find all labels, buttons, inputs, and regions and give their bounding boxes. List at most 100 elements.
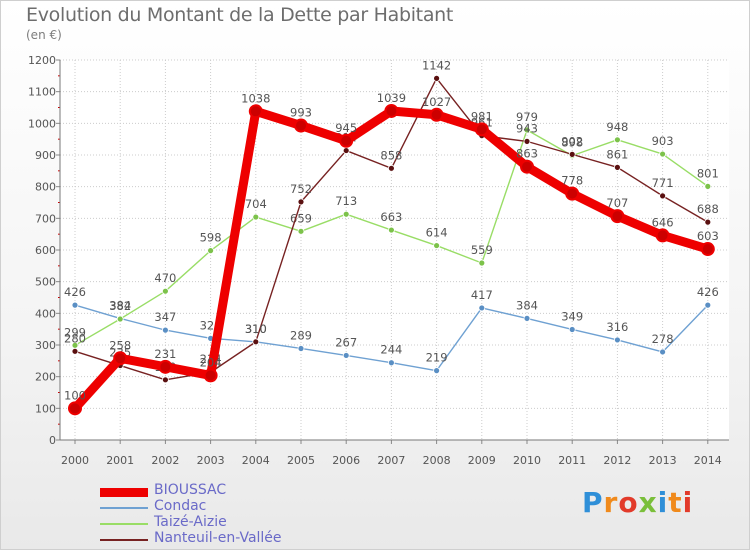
x-tick-label: 2011 (558, 454, 586, 467)
data-label: 426 (697, 285, 719, 299)
data-label: 614 (426, 226, 448, 240)
data-point (478, 304, 486, 312)
data-point (297, 345, 305, 352)
legend-label: Condac (154, 498, 207, 514)
data-point (433, 74, 441, 82)
data-label: 426 (64, 285, 86, 299)
data-point (523, 137, 531, 145)
data-label: 219 (426, 351, 448, 365)
data-label: 771 (652, 176, 674, 190)
data-label: 646 (652, 215, 674, 229)
y-tick-label: 1000 (28, 117, 56, 130)
data-point (387, 226, 395, 234)
x-tick-label: 2003 (197, 454, 225, 467)
legend-swatch (100, 507, 148, 509)
data-point (203, 368, 218, 383)
data-point (113, 351, 128, 366)
data-point (433, 367, 441, 375)
y-tick-label: 500 (35, 276, 56, 289)
y-tick-label: 400 (35, 307, 56, 320)
data-label: 979 (516, 110, 538, 124)
data-label: 559 (471, 243, 493, 257)
data-point (565, 186, 580, 201)
data-label: 384 (516, 298, 538, 312)
x-tick-label: 2000 (61, 454, 89, 467)
x-tick-label: 2001 (106, 454, 134, 467)
data-point (207, 247, 215, 255)
data-label: 752 (290, 182, 312, 196)
y-tick-label: 700 (35, 212, 56, 225)
data-label: 704 (245, 197, 267, 211)
data-label: 1038 (241, 91, 270, 105)
data-label: 898 (561, 136, 583, 150)
x-tick-label: 2002 (151, 454, 179, 467)
data-label: 299 (64, 325, 86, 339)
data-label: 603 (697, 229, 719, 243)
data-point (614, 163, 621, 171)
data-point (700, 242, 715, 257)
data-point (704, 218, 712, 226)
data-label: 688 (697, 202, 719, 216)
data-label: 903 (652, 134, 674, 148)
data-label: 713 (335, 194, 357, 208)
data-point (387, 359, 395, 367)
data-label: 280 (64, 331, 86, 345)
y-tick-label: 300 (35, 339, 56, 352)
data-label: 598 (200, 231, 222, 245)
data-point (659, 150, 666, 158)
data-point (568, 326, 576, 333)
y-tick-label: 100 (35, 402, 56, 415)
data-point (342, 210, 350, 218)
data-label: 244 (380, 343, 402, 357)
data-point (614, 136, 621, 144)
series-taiz-aizie: 299 382 470 598 704 659 713 663 614 559 979 898 948 9… (64, 110, 719, 349)
data-point (474, 122, 489, 137)
data-label: 858 (380, 148, 402, 162)
data-point (433, 242, 441, 249)
data-point (659, 192, 666, 200)
data-label: 993 (290, 106, 312, 120)
data-label: 948 (606, 120, 628, 134)
logo-letter: i (682, 486, 694, 519)
data-label: 267 (335, 335, 357, 349)
data-label: 100 (64, 388, 86, 402)
data-label: 1142 (422, 58, 451, 72)
data-point (248, 104, 263, 119)
data-label: 861 (606, 147, 628, 161)
data-label: 316 (606, 320, 628, 334)
proxiti-logo: Proxiti (582, 486, 693, 519)
data-point (71, 347, 79, 355)
data-point (294, 118, 308, 133)
legend-label: Taizé-Aizie (154, 514, 227, 530)
data-label: 778 (561, 174, 583, 188)
data-label: 278 (652, 332, 674, 346)
data-label: 943 (516, 121, 538, 135)
data-point (478, 259, 486, 267)
data-label: 289 (290, 328, 312, 342)
data-label: 417 (471, 288, 493, 302)
logo-letter: t (668, 486, 683, 519)
data-point (252, 213, 260, 221)
data-point (339, 133, 354, 148)
data-point (161, 376, 169, 384)
data-point (655, 228, 670, 243)
legend-swatch (100, 539, 148, 541)
data-label: 945 (335, 121, 357, 135)
data-label: 707 (606, 196, 628, 210)
data-point (342, 352, 350, 359)
legend-swatch (100, 523, 148, 525)
data-label: 204 (200, 355, 222, 369)
data-point (523, 126, 531, 134)
data-point (704, 301, 712, 309)
data-point (704, 182, 712, 190)
legend-swatch (100, 487, 148, 497)
data-point (384, 103, 399, 118)
data-point (659, 348, 666, 356)
legend-label: BIOUSSAC (154, 482, 227, 498)
y-tick-label: 800 (35, 181, 56, 194)
data-label: 231 (154, 347, 176, 361)
x-tick-label: 2012 (603, 454, 631, 467)
data-label: 349 (561, 309, 583, 323)
x-tick-label: 2014 (694, 454, 722, 467)
